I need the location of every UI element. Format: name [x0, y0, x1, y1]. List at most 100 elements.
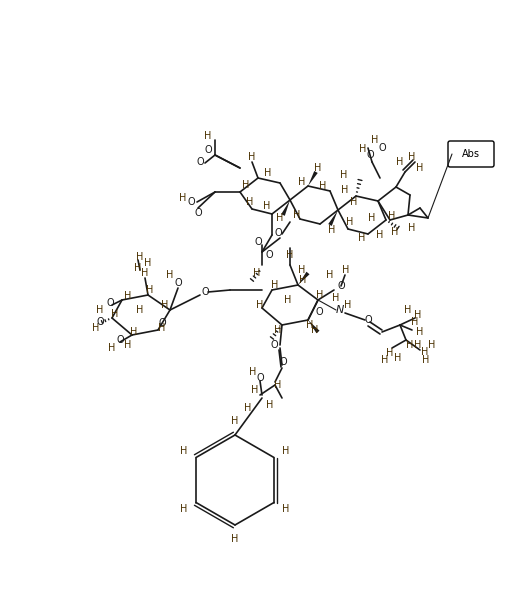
Text: H: H: [136, 305, 144, 315]
Text: H: H: [298, 177, 306, 187]
Text: H: H: [416, 163, 423, 173]
Text: H: H: [286, 250, 293, 260]
Text: H: H: [204, 131, 211, 141]
Text: H: H: [416, 327, 423, 337]
Text: H: H: [242, 180, 250, 190]
Text: H: H: [166, 270, 174, 280]
Text: H: H: [161, 300, 169, 310]
Text: H: H: [276, 213, 284, 223]
Text: H: H: [130, 327, 138, 337]
Text: O: O: [158, 318, 166, 328]
Text: H: H: [134, 263, 142, 273]
Text: H: H: [293, 210, 301, 220]
Text: H: H: [306, 320, 314, 330]
Polygon shape: [308, 320, 320, 333]
Text: H: H: [144, 258, 152, 268]
Text: O: O: [201, 287, 209, 297]
Text: H: H: [316, 290, 324, 300]
Text: H: H: [328, 225, 335, 235]
Text: O: O: [364, 315, 372, 325]
Text: H: H: [125, 340, 131, 350]
Text: H: H: [142, 268, 149, 278]
Text: Abs: Abs: [462, 149, 480, 159]
Text: H: H: [244, 403, 252, 413]
Text: O: O: [378, 143, 386, 153]
Text: H: H: [249, 152, 255, 162]
Text: O: O: [254, 237, 262, 247]
Text: O: O: [270, 340, 278, 350]
Text: H: H: [332, 293, 340, 303]
Polygon shape: [308, 171, 318, 186]
Text: O: O: [196, 157, 204, 167]
Text: H: H: [414, 310, 422, 320]
Text: H: H: [396, 157, 404, 167]
Text: O: O: [366, 150, 374, 160]
Text: H: H: [404, 305, 412, 315]
Text: H: H: [358, 233, 366, 243]
Text: O: O: [204, 145, 212, 155]
Text: H: H: [388, 211, 396, 221]
Text: H: H: [411, 317, 419, 327]
Text: H: H: [282, 445, 290, 456]
Text: H: H: [180, 505, 188, 514]
Text: H: H: [346, 217, 354, 227]
Text: H: H: [342, 265, 350, 275]
Text: O: O: [279, 357, 287, 367]
Text: H: H: [257, 300, 264, 310]
Text: H: H: [231, 534, 239, 544]
Text: H: H: [341, 185, 349, 195]
Text: H: H: [96, 305, 104, 315]
Text: H: H: [311, 325, 319, 335]
Text: H: H: [372, 135, 379, 145]
Text: H: H: [266, 400, 273, 410]
Text: H: H: [253, 268, 261, 278]
Polygon shape: [298, 271, 310, 285]
Text: H: H: [92, 323, 100, 333]
Text: H: H: [408, 152, 416, 162]
Text: H: H: [246, 197, 254, 207]
Text: O: O: [256, 373, 264, 383]
Text: H: H: [125, 291, 131, 301]
Text: H: H: [111, 309, 119, 319]
Text: H: H: [275, 325, 281, 335]
Text: H: H: [359, 144, 367, 154]
Text: H: H: [299, 275, 307, 285]
Text: H: H: [271, 280, 279, 290]
Text: H: H: [263, 201, 271, 211]
Text: H: H: [381, 355, 388, 365]
Text: H: H: [407, 340, 414, 350]
Text: H: H: [179, 193, 187, 203]
Text: O: O: [337, 281, 345, 291]
Text: H: H: [108, 343, 116, 353]
Text: H: H: [394, 353, 402, 363]
Polygon shape: [328, 210, 338, 226]
Text: O: O: [116, 335, 124, 345]
Text: H: H: [136, 252, 144, 262]
Text: O: O: [194, 208, 202, 218]
Text: H: H: [158, 323, 166, 333]
Text: H: H: [408, 223, 416, 233]
Text: H: H: [249, 367, 257, 377]
Text: H: H: [298, 265, 306, 275]
Text: O: O: [315, 307, 323, 317]
Text: H: H: [391, 227, 399, 237]
Text: H: H: [282, 505, 290, 514]
Text: H: H: [326, 270, 334, 280]
Text: H: H: [376, 230, 384, 240]
Text: H: H: [284, 295, 292, 305]
Text: H: H: [421, 347, 429, 357]
Text: H: H: [251, 385, 259, 395]
Text: H: H: [314, 163, 322, 173]
Text: H: H: [422, 355, 430, 365]
Text: H: H: [414, 340, 422, 350]
Text: O: O: [187, 197, 195, 207]
Text: H: H: [146, 285, 154, 295]
Text: H: H: [231, 416, 239, 426]
Text: O: O: [265, 250, 272, 260]
Text: H: H: [275, 380, 281, 390]
Text: H: H: [344, 300, 352, 310]
Text: O: O: [174, 278, 182, 288]
Text: H: H: [386, 348, 394, 358]
Text: H: H: [368, 213, 376, 223]
Text: H: H: [319, 181, 326, 191]
